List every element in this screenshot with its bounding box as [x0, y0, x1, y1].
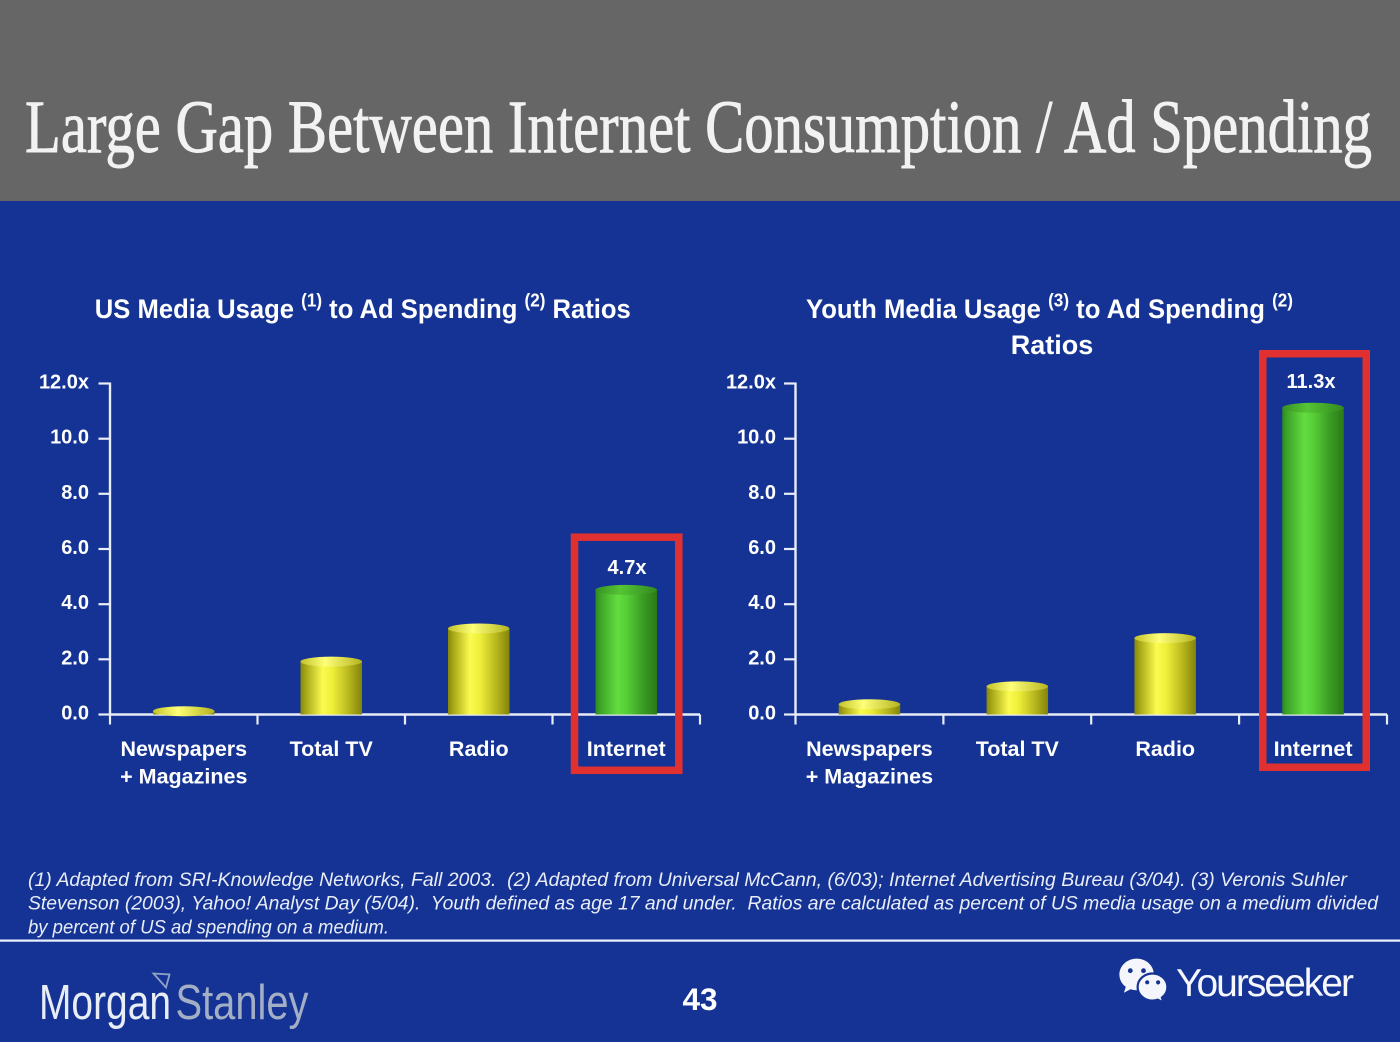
svg-text:4.0: 4.0	[61, 592, 89, 614]
svg-text:Large Gap Between Internet Con: Large Gap Between Internet Consumption /…	[25, 86, 1372, 169]
svg-text:10.0: 10.0	[50, 427, 89, 449]
svg-text:12.0x: 12.0x	[39, 372, 89, 394]
svg-text:US Media Usage (1)​ to Ad Spen: US Media Usage (1)​ to Ad Spending (2)​ …	[95, 291, 631, 325]
svg-text:10.0: 10.0	[737, 427, 776, 449]
svg-text:12.0x: 12.0x	[726, 372, 776, 394]
svg-text:+ Magazines: + Magazines	[806, 765, 933, 789]
svg-text:0.0: 0.0	[748, 703, 776, 725]
svg-text:+ Magazines: + Magazines	[120, 765, 247, 789]
svg-text:Internet: Internet	[1274, 737, 1353, 761]
svg-text:2.0: 2.0	[748, 647, 776, 669]
svg-text:Ratios: Ratios	[1011, 330, 1094, 360]
svg-text:Radio: Radio	[1135, 737, 1195, 761]
svg-text:Stanley: Stanley	[176, 976, 309, 1030]
svg-text:6.0: 6.0	[748, 537, 776, 559]
svg-text:8.0: 8.0	[61, 482, 89, 504]
svg-text:43: 43	[682, 981, 717, 1017]
svg-text:Yourseeker: Yourseeker	[1176, 962, 1354, 1005]
svg-text:Newspapers: Newspapers	[120, 737, 247, 761]
svg-text:4.0: 4.0	[748, 592, 776, 614]
svg-text:Total TV: Total TV	[976, 737, 1060, 761]
svg-text:Internet: Internet	[587, 737, 666, 761]
svg-text:Newspapers: Newspapers	[806, 737, 933, 761]
svg-text:8.0: 8.0	[748, 482, 776, 504]
svg-text:by percent of US ad spending o: by percent of US ad spending on a medium…	[28, 917, 389, 938]
svg-text:0.0: 0.0	[61, 703, 89, 725]
svg-text:11.3x: 11.3x	[1287, 371, 1336, 393]
svg-text:(1) Adapted from SRI-Knowledge: (1) Adapted from SRI-Knowledge Networks,…	[28, 870, 1348, 891]
svg-text:6.0: 6.0	[61, 537, 89, 559]
svg-text:4.7x: 4.7x	[608, 557, 647, 579]
svg-text:Morgan: Morgan	[39, 976, 171, 1030]
svg-text:Youth Media Usage (3)​ to Ad S: Youth Media Usage (3)​ to Ad Spending (2…	[806, 291, 1293, 325]
svg-text:Radio: Radio	[449, 737, 509, 761]
svg-text:Stevenson (2003), Yahoo! Analy: Stevenson (2003), Yahoo! Analyst Day (5/…	[28, 894, 1379, 915]
svg-text:2.0: 2.0	[61, 647, 89, 669]
svg-text:Total TV: Total TV	[290, 737, 374, 761]
